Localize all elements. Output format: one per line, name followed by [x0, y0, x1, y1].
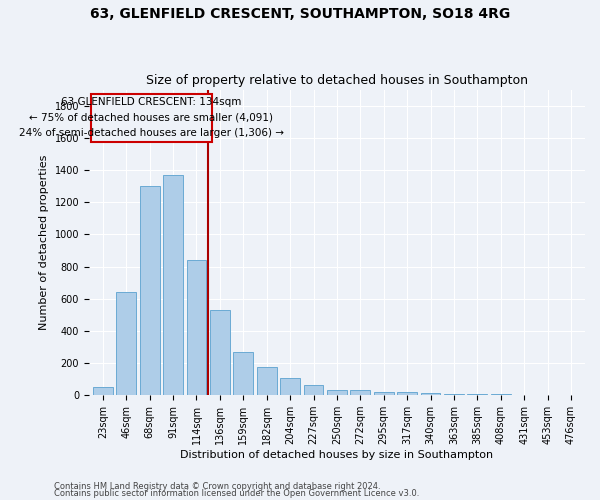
- Bar: [116, 292, 136, 395]
- Y-axis label: Number of detached properties: Number of detached properties: [39, 154, 49, 330]
- Text: ← 75% of detached houses are smaller (4,091): ← 75% of detached houses are smaller (4,…: [29, 112, 274, 122]
- Bar: [374, 392, 394, 395]
- Bar: [187, 260, 206, 395]
- Bar: [280, 378, 300, 395]
- Text: 63, GLENFIELD CRESCENT, SOUTHAMPTON, SO18 4RG: 63, GLENFIELD CRESCENT, SOUTHAMPTON, SO1…: [90, 8, 510, 22]
- Text: 24% of semi-detached houses are larger (1,306) →: 24% of semi-detached houses are larger (…: [19, 128, 284, 138]
- Text: Contains public sector information licensed under the Open Government Licence v3: Contains public sector information licen…: [54, 489, 419, 498]
- Bar: [304, 385, 323, 395]
- Bar: [163, 175, 183, 395]
- Bar: [467, 394, 487, 395]
- Bar: [257, 367, 277, 395]
- Title: Size of property relative to detached houses in Southampton: Size of property relative to detached ho…: [146, 74, 528, 87]
- Bar: [350, 390, 370, 395]
- Text: 63 GLENFIELD CRESCENT: 134sqm: 63 GLENFIELD CRESCENT: 134sqm: [61, 98, 242, 108]
- Bar: [444, 394, 464, 395]
- FancyBboxPatch shape: [91, 94, 212, 142]
- Bar: [491, 394, 511, 395]
- Text: Contains HM Land Registry data © Crown copyright and database right 2024.: Contains HM Land Registry data © Crown c…: [54, 482, 380, 491]
- Bar: [233, 352, 253, 395]
- Bar: [421, 394, 440, 395]
- Bar: [140, 186, 160, 395]
- Bar: [93, 387, 113, 395]
- Bar: [397, 392, 417, 395]
- Bar: [210, 310, 230, 395]
- X-axis label: Distribution of detached houses by size in Southampton: Distribution of detached houses by size …: [181, 450, 493, 460]
- Bar: [327, 390, 347, 395]
